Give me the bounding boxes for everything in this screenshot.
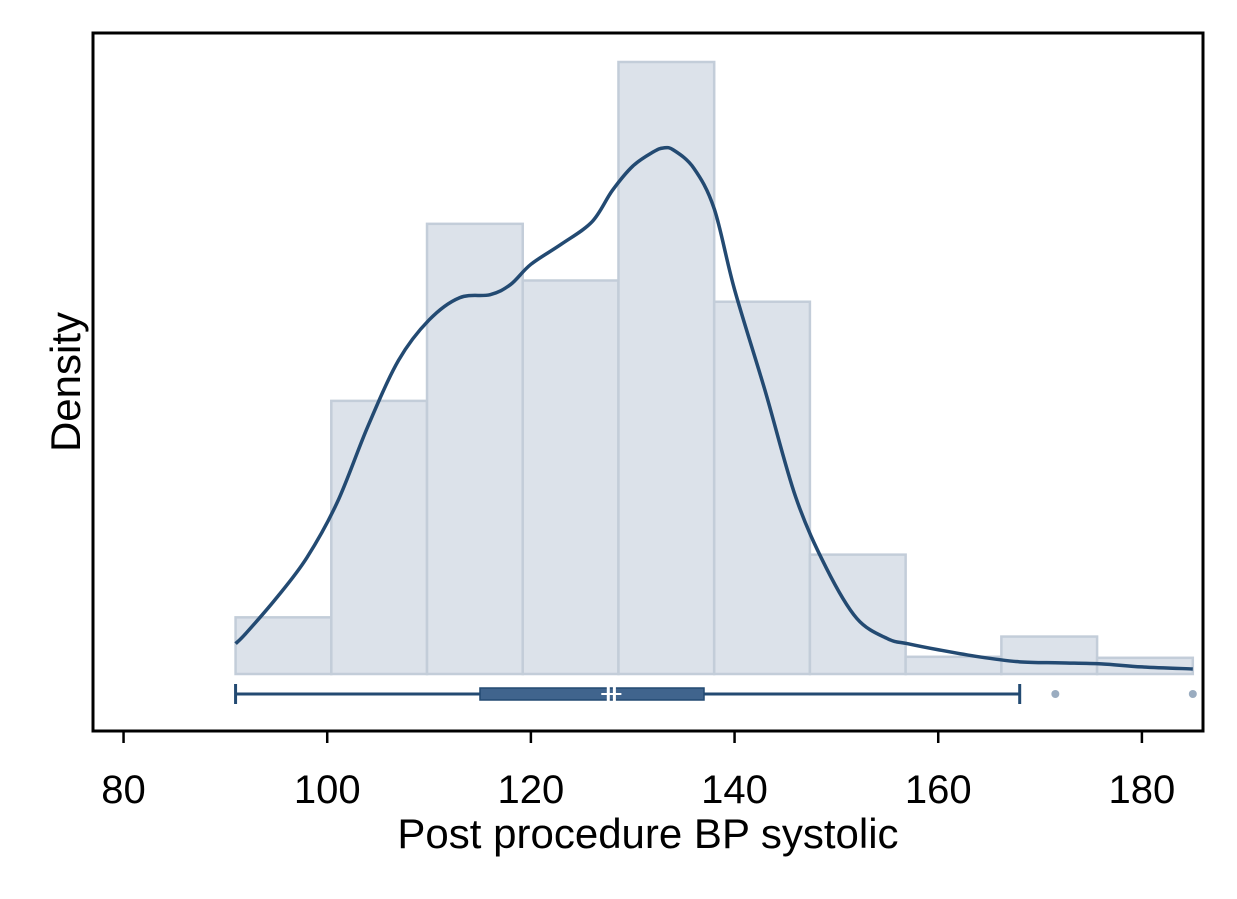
histogram-bar: [808, 553, 907, 676]
x-tick-label: 160: [905, 768, 972, 812]
x-axis: 80 100 120 140 160 180: [101, 731, 1175, 812]
boxplot: [234, 684, 1197, 706]
histogram-bar: [712, 300, 812, 676]
histogram-bar: [330, 399, 429, 676]
boxplot-box: [479, 687, 705, 701]
boxplot-outlier: [1188, 690, 1197, 698]
x-tick-label: 80: [101, 768, 146, 812]
histogram-bar: [425, 222, 524, 676]
x-axis-title: Post procedure BP systolic: [397, 810, 898, 857]
histogram-bar: [234, 616, 333, 676]
y-axis-title: Density: [42, 312, 89, 452]
boxplot-outlier: [1051, 690, 1060, 698]
x-tick-label: 180: [1109, 768, 1176, 812]
x-tick-label: 120: [498, 768, 565, 812]
histogram-bar: [1000, 635, 1099, 676]
x-tick-label: 140: [701, 768, 768, 812]
histogram-bar: [617, 60, 716, 676]
density-curve: [234, 145, 1193, 671]
histogram-bar: [521, 279, 620, 676]
x-tick-label: 100: [294, 768, 361, 812]
